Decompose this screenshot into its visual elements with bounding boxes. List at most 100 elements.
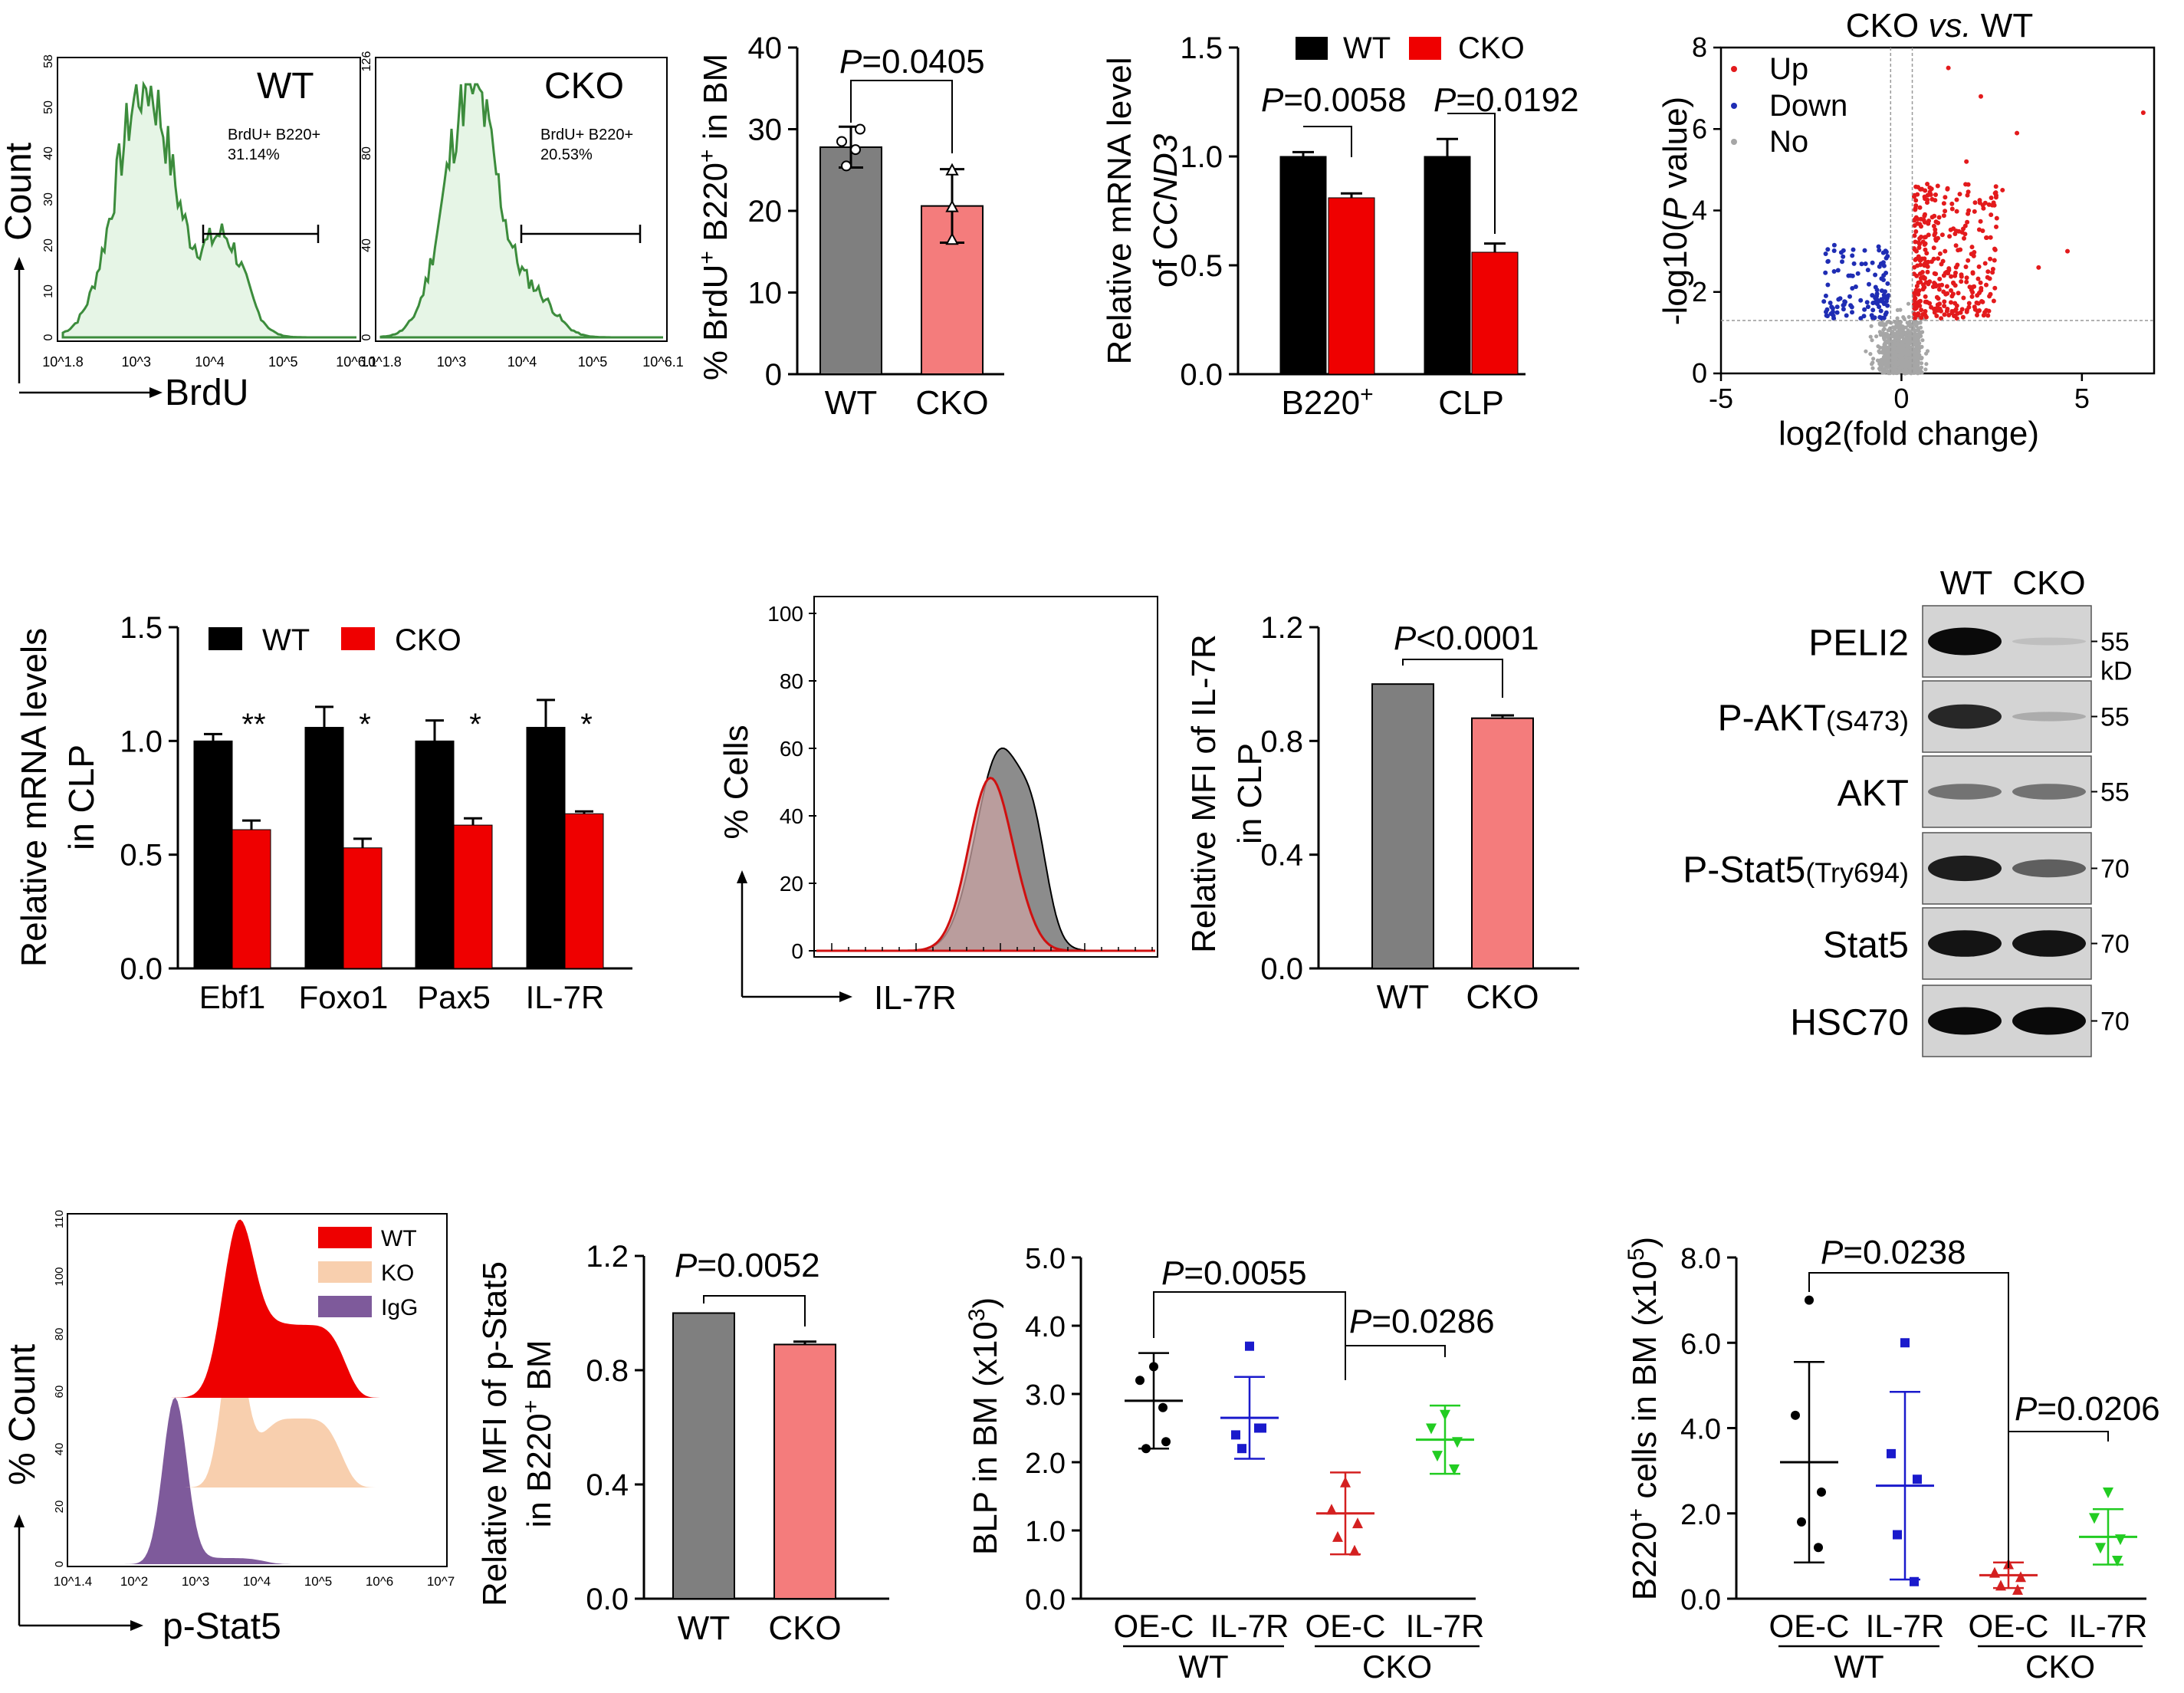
panel-d-point-up xyxy=(1933,284,1939,289)
panel-l-point xyxy=(2112,1555,2123,1566)
panel-d-point-no xyxy=(1923,367,1928,372)
panel-k-axes: 0.0 1.0 2.0 3.0 4.0 5.0 xyxy=(1025,1243,1476,1616)
panel-l-point xyxy=(2089,1513,2100,1524)
panel-d-point-up xyxy=(1942,312,1947,317)
panel-d-point-up xyxy=(1943,195,1948,200)
panel-d-point-no xyxy=(1886,356,1890,360)
panel-k-ylabel: BLP in BM (x103) xyxy=(964,1297,1005,1555)
panel-d-point-up xyxy=(1982,261,1988,266)
panel-d-point-up xyxy=(1969,294,1975,299)
panel-d-point-no xyxy=(1878,358,1883,363)
panel-b-xtick-label: WT xyxy=(825,384,877,422)
panel-d-point-up xyxy=(1979,94,1983,99)
panel-a-xtick-label: 10^4 xyxy=(507,354,537,370)
panel-a-wt-gate-text: BrdU+ B220+ xyxy=(228,127,320,143)
panel-d-point-no xyxy=(1912,338,1916,343)
panel-d-point-up xyxy=(1923,188,1928,193)
panel-d-point-down xyxy=(1851,261,1857,266)
panel-i-ko-histogram xyxy=(71,1329,443,1488)
panel-d-point-no xyxy=(1924,351,1929,356)
panel-d-point-no xyxy=(1905,348,1910,353)
panel-i-xtick-label: 10^4 xyxy=(243,1574,271,1589)
panel-h-band xyxy=(1928,627,2002,656)
panel-d-point-up xyxy=(1954,197,1959,202)
panel-g-ytick-label: 0.4 xyxy=(1260,839,1303,873)
panel-c-bracket-1 xyxy=(1303,126,1352,157)
panel-e-ytick-label: 1.0 xyxy=(120,725,163,758)
panel-l-point xyxy=(1910,1576,1919,1586)
panel-d-point-up xyxy=(1920,239,1926,245)
panel-d-point-up xyxy=(1952,273,1958,278)
panel-d-point-down xyxy=(1881,301,1887,307)
panel-d-point-up xyxy=(1979,299,1985,304)
panel-d-point-no xyxy=(1877,349,1881,353)
panel-d-point-up xyxy=(1957,192,1962,197)
panel-d-point-down xyxy=(1831,242,1837,248)
panel-d-point-down xyxy=(1870,293,1875,298)
panel-d-point-no xyxy=(1883,362,1887,367)
panel-k-group-label: OE-C xyxy=(1114,1608,1194,1644)
panel-i-ytick-label: 100 xyxy=(53,1267,66,1286)
panel-d-point-no xyxy=(1893,345,1898,350)
panel-k-point xyxy=(1352,1517,1363,1529)
panel-d-point-up xyxy=(1927,279,1933,284)
panel-j-bars: WT CKO xyxy=(672,1295,842,1647)
panel-k-pvalue-1: P=0.0055 xyxy=(1161,1254,1307,1292)
panel-d-point-up xyxy=(1913,316,1917,321)
panel-d-point-down xyxy=(1823,251,1828,256)
panel-d-xtick-label: -5 xyxy=(1709,383,1733,414)
panel-d-point-up xyxy=(1989,196,1994,200)
panel-d-point-up xyxy=(1939,261,1944,267)
panel-d-point-up xyxy=(1926,219,1932,223)
panel-d-point-up xyxy=(1949,201,1955,206)
panel-d-point-up xyxy=(1994,224,1998,229)
panel-b-point xyxy=(841,160,852,172)
panel-d-point-no xyxy=(1881,334,1886,339)
panel-l-ytick-label: 2.0 xyxy=(1680,1499,1721,1531)
panel-d-point-no xyxy=(1882,356,1887,360)
panel-d-point-up xyxy=(1918,216,1923,222)
panel-d-point-up xyxy=(1937,251,1943,256)
panel-a-wt-label: WT xyxy=(257,66,314,107)
panel-l-point xyxy=(2095,1543,2106,1554)
panel-h-band xyxy=(2012,784,2086,800)
panel-d-point-no xyxy=(1914,347,1919,352)
panel-d-point-up xyxy=(1933,227,1938,232)
panel-d-point-up xyxy=(1979,288,1984,293)
panel-d-point-up xyxy=(1961,295,1966,301)
panel-d-point-up xyxy=(1982,200,1988,205)
panel-d-point-up xyxy=(1964,159,1969,164)
panel-i-ytick-label: 0 xyxy=(53,1561,66,1567)
panel-d-point-down xyxy=(1841,302,1847,307)
panel-h-marker-label: 70 xyxy=(2100,930,2130,959)
panel-d-point-down xyxy=(1824,307,1830,312)
panel-g-pvalue: P<0.0001 xyxy=(1394,620,1539,657)
panel-g-xtick-label: WT xyxy=(1377,978,1429,1016)
panel-b-xtick-label: CKO xyxy=(915,384,988,422)
panel-d-point-up xyxy=(1943,248,1948,254)
panel-f-ytick-label: 40 xyxy=(780,804,803,828)
panel-l-points: OE-C IL-7R OE-C IL-7R WT CKO xyxy=(1769,1272,2147,1685)
panel-a-cko-ytick-label: 126 xyxy=(360,51,373,72)
panel-h-band xyxy=(2012,1007,2086,1035)
panel-l-bracket xyxy=(1808,1272,2009,1568)
panel-c-axes: 0.0 0.5 1.0 1.5 xyxy=(1180,31,1526,392)
panel-d-point-up xyxy=(1932,310,1937,315)
panel-d-point-no xyxy=(1906,323,1911,327)
panel-k-point xyxy=(1432,1451,1443,1462)
panel-d-point-up xyxy=(1959,279,1964,284)
panel-d-point-no xyxy=(1918,321,1923,325)
panel-b-ytick-label: 20 xyxy=(748,195,783,228)
panel-d-point-up xyxy=(1944,270,1949,274)
panel-g-bar xyxy=(1371,683,1434,970)
panel-d-point-up xyxy=(1922,194,1927,199)
panel-d-point-no xyxy=(1897,358,1902,363)
panel-d-point-up xyxy=(1949,294,1955,299)
panel-d-point-down xyxy=(1836,297,1841,302)
panel-d-point-up xyxy=(1966,182,1971,187)
panel-f-x-arrowhead xyxy=(839,991,852,1002)
panel-d-point-no xyxy=(1899,341,1903,346)
